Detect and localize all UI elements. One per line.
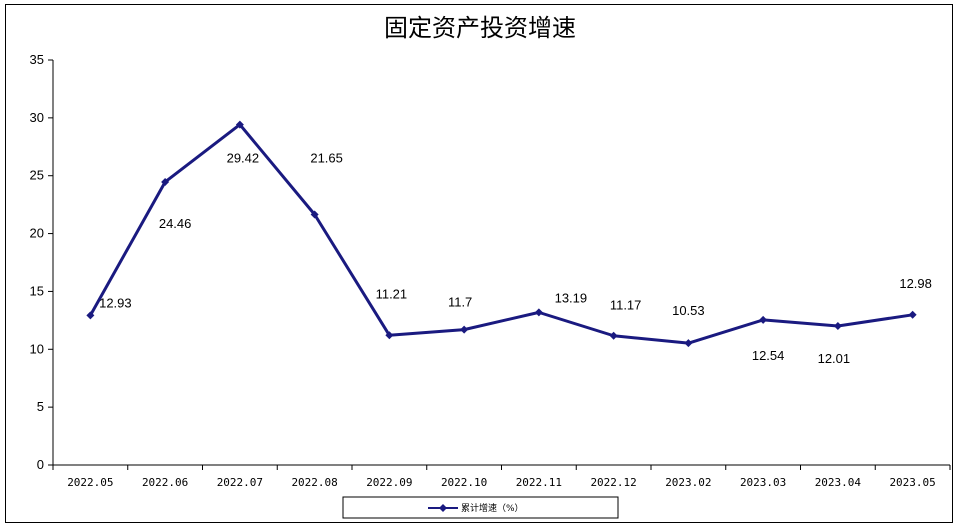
x-tick-label: 2022.09 bbox=[366, 476, 412, 489]
x-tick-label: 2023.02 bbox=[665, 476, 711, 489]
chart-frame bbox=[5, 4, 953, 523]
series-line bbox=[89, 123, 913, 345]
y-tick-label: 20 bbox=[30, 226, 44, 241]
data-label: 29.42 bbox=[227, 151, 260, 166]
y-tick-label: 35 bbox=[30, 52, 44, 67]
data-label: 12.01 bbox=[818, 351, 851, 366]
data-point-marker bbox=[86, 311, 95, 320]
x-tick-label: 2022.06 bbox=[142, 476, 188, 489]
x-tick-label: 2023.03 bbox=[740, 476, 786, 489]
data-point-marker bbox=[161, 177, 170, 186]
x-tick-label: 2022.08 bbox=[291, 476, 337, 489]
y-tick-label: 5 bbox=[37, 399, 44, 414]
data-label: 24.46 bbox=[159, 216, 192, 231]
legend: 累计增速（%） bbox=[342, 496, 619, 519]
data-point-marker bbox=[310, 210, 319, 219]
y-tick-label: 25 bbox=[30, 168, 44, 183]
data-point-marker bbox=[833, 322, 842, 331]
data-label: 13.19 bbox=[555, 290, 588, 305]
data-label: 12.93 bbox=[99, 295, 132, 310]
data-label: 21.65 bbox=[310, 150, 343, 165]
data-point-marker bbox=[385, 331, 394, 340]
legend-marker-swatch bbox=[439, 504, 447, 512]
y-tick-label: 15 bbox=[30, 283, 44, 298]
y-tick-label: 30 bbox=[30, 110, 44, 125]
data-point-marker bbox=[908, 310, 917, 319]
data-point-marker bbox=[460, 325, 469, 334]
data-label: 12.98 bbox=[899, 276, 932, 291]
data-label: 11.7 bbox=[448, 295, 472, 310]
x-tick-label: 2022.11 bbox=[516, 476, 562, 489]
data-label: 10.53 bbox=[672, 303, 705, 318]
x-tick-label: 2022.12 bbox=[590, 476, 636, 489]
chart-title: 固定资产投资增速 bbox=[384, 14, 576, 42]
x-tick-label: 2023.04 bbox=[815, 476, 862, 489]
data-point-marker bbox=[534, 308, 543, 317]
data-labels: 12.93 24.46 29.42 21.65 11.21 11.7 13.19 11.17 1… bbox=[99, 150, 932, 366]
axes bbox=[52, 60, 950, 466]
data-point-marker bbox=[759, 315, 768, 324]
x-tick-label: 2022.05 bbox=[67, 476, 113, 489]
y-axis-ticks: 0 5 10 15 20 25 30 35 bbox=[30, 52, 53, 472]
legend-entry-label: 累计增速（%） bbox=[461, 502, 524, 514]
x-axis-ticks: 2022.05 2022.06 2022.07 2022.08 2022.09 2022.… bbox=[52, 465, 951, 489]
legend-box bbox=[342, 496, 619, 519]
data-point-marker bbox=[684, 339, 693, 348]
x-tick-label: 2023.05 bbox=[889, 476, 935, 489]
data-label: 11.21 bbox=[376, 286, 408, 301]
data-label: 12.54 bbox=[752, 348, 785, 363]
data-point-marker bbox=[235, 120, 244, 129]
y-tick-label: 10 bbox=[30, 341, 44, 356]
x-tick-label: 2022.10 bbox=[441, 476, 487, 489]
y-tick-label: 0 bbox=[37, 457, 44, 472]
data-label: 11.17 bbox=[610, 298, 642, 313]
data-point-marker bbox=[609, 331, 618, 340]
x-tick-label: 2022.07 bbox=[217, 476, 263, 489]
series-layer bbox=[86, 120, 917, 348]
